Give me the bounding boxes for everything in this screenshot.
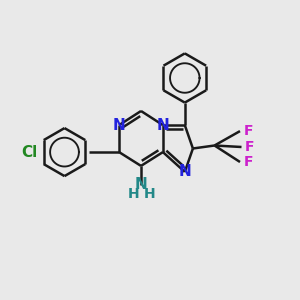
Text: F: F (245, 140, 255, 154)
Text: H: H (128, 187, 139, 200)
Text: N: N (178, 164, 191, 179)
Text: F: F (244, 124, 253, 138)
Text: N: N (157, 118, 169, 133)
Text: Cl: Cl (21, 145, 38, 160)
Text: N: N (113, 118, 125, 133)
Text: F: F (244, 155, 253, 169)
Text: H: H (144, 187, 155, 200)
Text: N: N (135, 177, 147, 192)
